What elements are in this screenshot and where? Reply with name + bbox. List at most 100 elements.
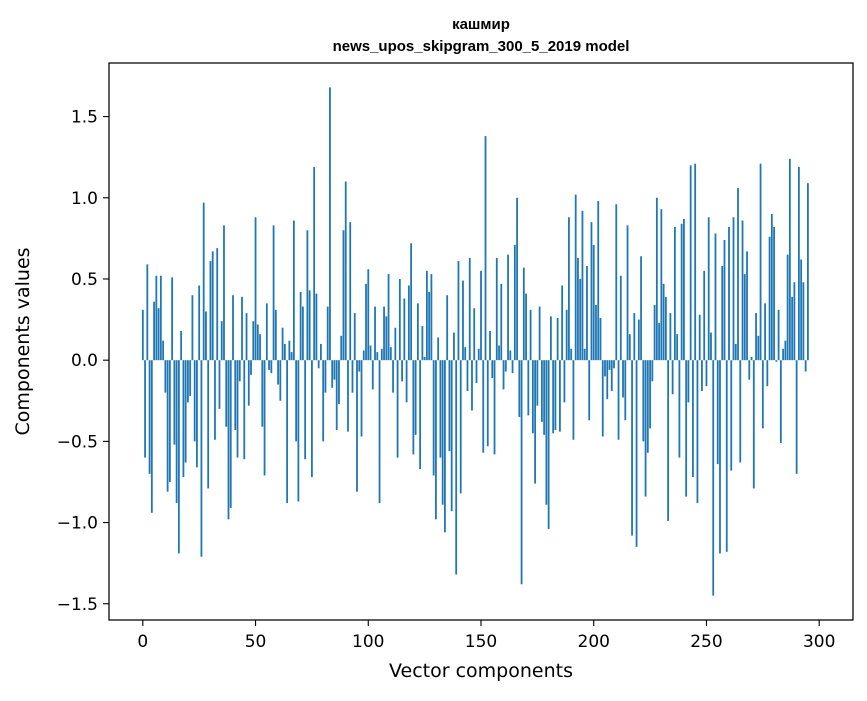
y-tick-label: 1.5	[71, 108, 98, 128]
bar-291	[797, 166, 800, 361]
bar-120	[412, 360, 415, 455]
bar-87	[338, 360, 340, 405]
bar-197	[586, 265, 588, 361]
bar-227	[653, 304, 656, 361]
bar-207	[608, 360, 611, 370]
bar-232	[664, 296, 667, 361]
bar-56	[268, 360, 270, 370]
bar-193	[577, 257, 579, 361]
bar-175	[536, 360, 539, 406]
bar-181	[549, 316, 552, 361]
bar-55	[265, 303, 268, 361]
bar-32	[214, 360, 216, 440]
x-axis-label: Vector components	[389, 660, 573, 682]
bar-127	[428, 291, 431, 361]
bar-196	[583, 348, 586, 361]
bar-258	[723, 240, 726, 361]
bar-244	[692, 360, 694, 478]
x-tick-label: 100	[352, 632, 384, 652]
bar-249	[703, 270, 706, 361]
bar-57	[270, 360, 273, 374]
bar-179	[545, 360, 548, 505]
bar-23	[193, 360, 196, 442]
bar-283	[779, 360, 782, 443]
bar-277	[766, 360, 769, 387]
bar-13	[171, 277, 174, 361]
bar-151	[482, 360, 485, 453]
bar-12	[168, 360, 171, 482]
bar-257	[721, 265, 724, 361]
bar-64	[286, 360, 289, 504]
bar-18	[182, 360, 185, 478]
bar-7	[157, 308, 160, 361]
bar-191	[572, 360, 575, 440]
bar-133	[441, 360, 444, 505]
bar-116	[403, 298, 406, 361]
bar-122	[416, 303, 419, 361]
bar-71	[301, 306, 304, 361]
bar-295	[807, 183, 809, 361]
bar-237	[676, 334, 679, 361]
bar-40	[232, 295, 234, 361]
bar-214	[624, 360, 627, 421]
bar-105	[378, 360, 381, 504]
y-axis-ticks: −1.5 −1.0 −0.5 0.0 0.5 1.0 1.5	[57, 108, 109, 615]
bar-42	[236, 360, 239, 458]
bar-84	[331, 360, 334, 388]
bar-91	[347, 360, 349, 432]
bar-5	[153, 301, 155, 361]
bar-108	[385, 316, 388, 361]
bar-59	[274, 309, 277, 361]
bar-278	[768, 236, 771, 361]
bar-226	[651, 360, 654, 382]
bar-273	[757, 335, 760, 361]
bar-1	[144, 360, 146, 458]
x-tick-label: 50	[245, 632, 267, 652]
bar-81	[324, 360, 327, 393]
y-tick-label: −1.5	[57, 595, 98, 615]
bar-254	[714, 233, 717, 361]
bar-259	[725, 360, 728, 552]
x-tick-label: 250	[690, 632, 722, 652]
bar-4	[150, 360, 153, 513]
bar-0	[141, 309, 144, 361]
bar-263	[734, 343, 737, 361]
bar-294	[804, 360, 807, 372]
bar-170	[525, 293, 527, 361]
bar-121	[414, 360, 417, 435]
bar-270	[750, 356, 753, 361]
bar-162	[507, 254, 509, 361]
y-tick-label: 0.0	[71, 351, 98, 371]
bar-16	[177, 360, 180, 554]
bar-166	[516, 197, 518, 361]
bar-171	[527, 360, 530, 416]
bar-80	[322, 360, 325, 442]
bar-221	[640, 256, 642, 361]
bar-250	[705, 360, 708, 387]
bar-51	[256, 324, 259, 361]
bar-134	[444, 360, 446, 533]
bar-74	[308, 290, 311, 361]
bar-103	[374, 306, 376, 361]
bar-115	[401, 360, 403, 382]
bar-225	[649, 360, 651, 429]
bar-76	[313, 166, 316, 361]
bar-206	[606, 360, 609, 400]
bar-111	[392, 360, 394, 393]
bar-83	[329, 87, 331, 361]
bar-145	[468, 257, 471, 361]
bar-60	[277, 360, 279, 385]
bar-63	[283, 343, 286, 361]
bar-180	[547, 360, 550, 530]
bar-48	[250, 360, 252, 375]
bar-275	[761, 360, 764, 429]
bar-268	[746, 251, 748, 361]
bar-11	[166, 360, 169, 492]
bar-136	[448, 360, 451, 452]
bar-97	[360, 360, 363, 437]
bar-series	[141, 87, 809, 596]
bar-128	[430, 274, 433, 361]
bar-28	[205, 311, 207, 361]
bar-293	[802, 282, 805, 361]
bar-113	[396, 360, 399, 458]
